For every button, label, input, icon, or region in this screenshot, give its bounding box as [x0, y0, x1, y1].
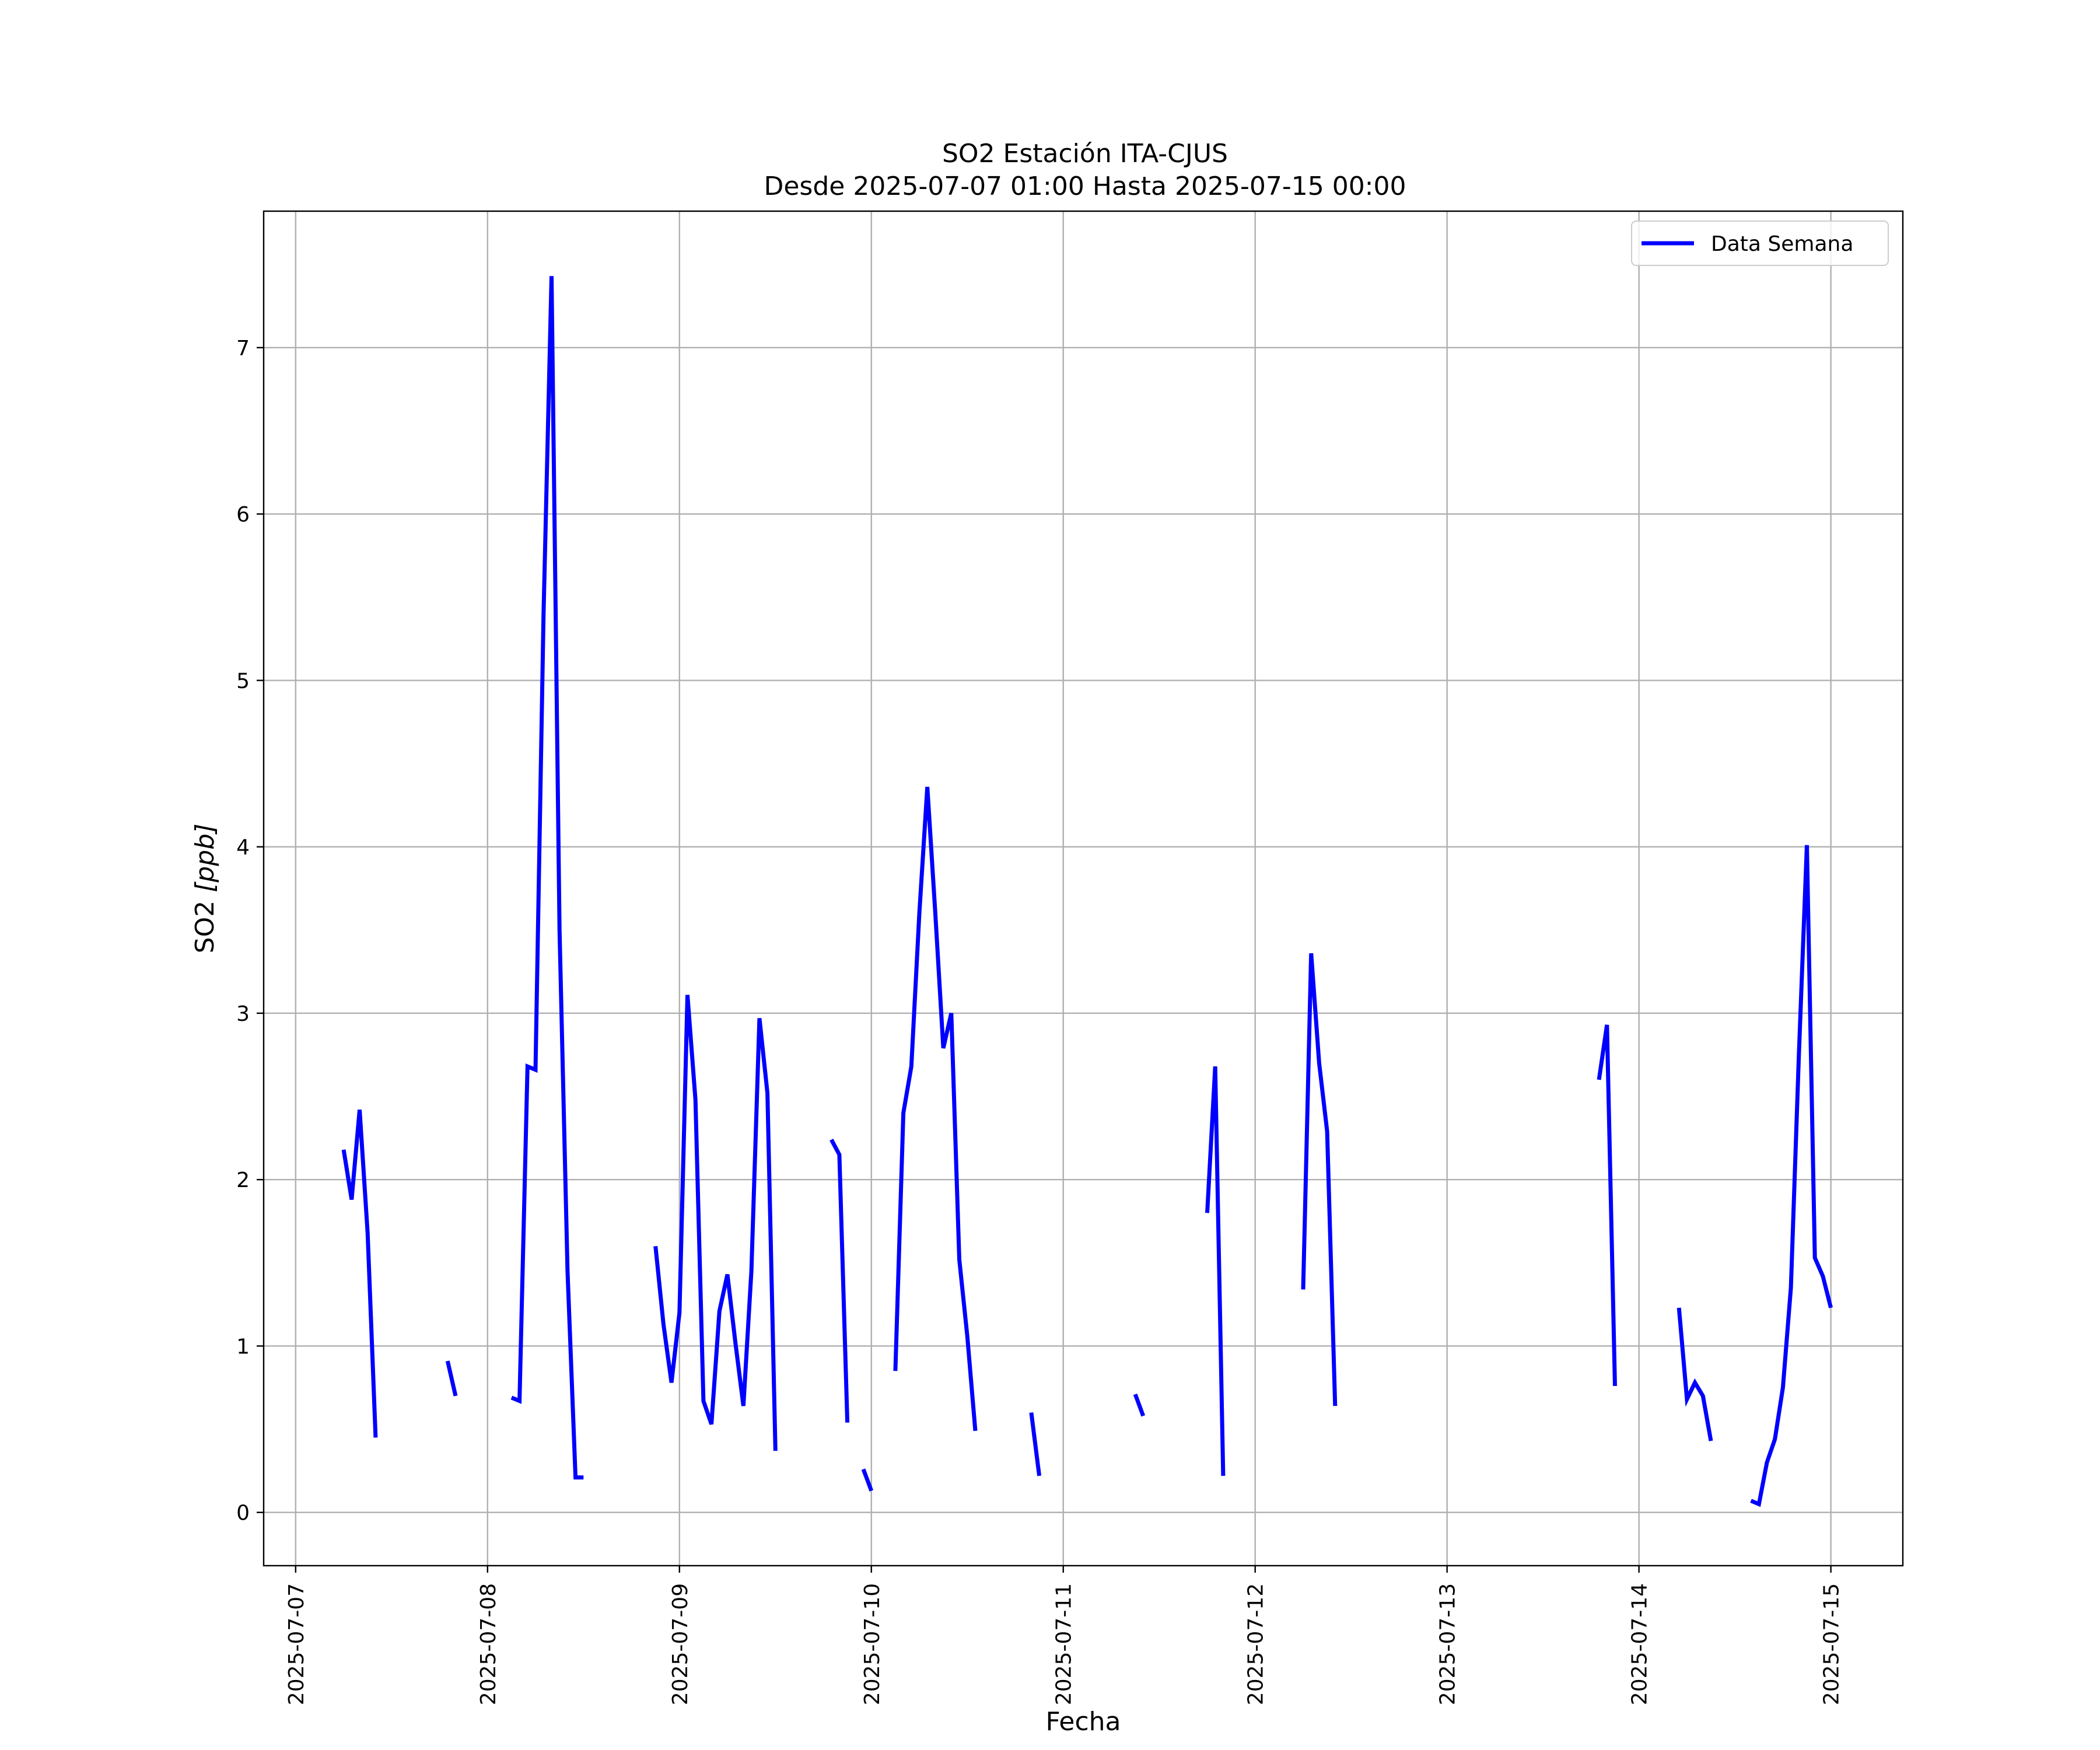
series-0-segment-0 [341, 1110, 378, 1438]
y-axis-ticks: 0 1 2 3 4 5 6 7 [236, 337, 264, 1525]
series-0-segment-10 [1301, 953, 1338, 1406]
y-tick-label-7: 7 [236, 337, 250, 360]
chart-title: SO2 Estación ITA-CJUS [942, 139, 1228, 169]
legend-label-data-semana: Data Semana [1711, 232, 1853, 256]
series-0-segment-4 [830, 1139, 850, 1423]
y-axis-label-main: SO2 [190, 892, 220, 954]
series-0-segment-9 [1205, 1066, 1226, 1476]
x-tick-label-4: 2025-07-11 [1052, 1583, 1076, 1705]
y-tick-label-4: 4 [236, 836, 250, 860]
series-0-segment-6 [893, 786, 978, 1432]
x-tick-label-6: 2025-07-13 [1436, 1583, 1460, 1705]
data-series-line [341, 276, 1833, 1507]
series-0-segment-3 [653, 995, 778, 1451]
x-tick-label-8: 2025-07-15 [1820, 1583, 1844, 1705]
x-tick-label-1: 2025-07-08 [477, 1583, 501, 1705]
plot-area-frame [262, 210, 1904, 1567]
x-axis-label: Fecha [1045, 1707, 1121, 1737]
plot-area-background [264, 211, 1903, 1566]
legend: Data Semana [1631, 220, 1889, 266]
x-tick-label-2: 2025-07-09 [668, 1583, 692, 1705]
series-0-segment-1 [445, 1360, 458, 1396]
series-0-segment-5 [861, 1468, 874, 1492]
y-tick-label-6: 6 [236, 503, 250, 527]
series-0-segment-11 [1597, 1024, 1617, 1386]
series-0-segment-13 [1750, 845, 1833, 1507]
x-tick-label-7: 2025-07-14 [1628, 1583, 1652, 1705]
y-tick-label-3: 3 [236, 1002, 250, 1026]
series-0-segment-2 [510, 276, 584, 1480]
x-tick-label-0: 2025-07-07 [285, 1583, 309, 1705]
series-0-segment-8 [1133, 1393, 1146, 1417]
chart-subtitle: Desde 2025-07-07 01:00 Hasta 2025-07-15 … [764, 172, 1406, 201]
series-0-segment-7 [1029, 1412, 1042, 1476]
x-axis-ticks: 2025-07-07 2025-07-08 2025-07-09 2025-07-10… [285, 1566, 1844, 1705]
x-tick-label-5: 2025-07-12 [1244, 1583, 1268, 1705]
y-axis-label: SO2 [ppb] [190, 824, 220, 954]
y-tick-label-2: 2 [236, 1168, 250, 1192]
y-axis-label-unit: [ppb] [190, 824, 220, 892]
legend-box [1631, 220, 1889, 266]
y-tick-label-1: 1 [236, 1335, 250, 1359]
y-tick-label-0: 0 [236, 1502, 250, 1525]
x-tick-label-3: 2025-07-10 [860, 1583, 884, 1705]
y-tick-label-5: 5 [236, 669, 250, 693]
grid-lines [264, 211, 1903, 1566]
series-0-segment-12 [1676, 1307, 1713, 1441]
